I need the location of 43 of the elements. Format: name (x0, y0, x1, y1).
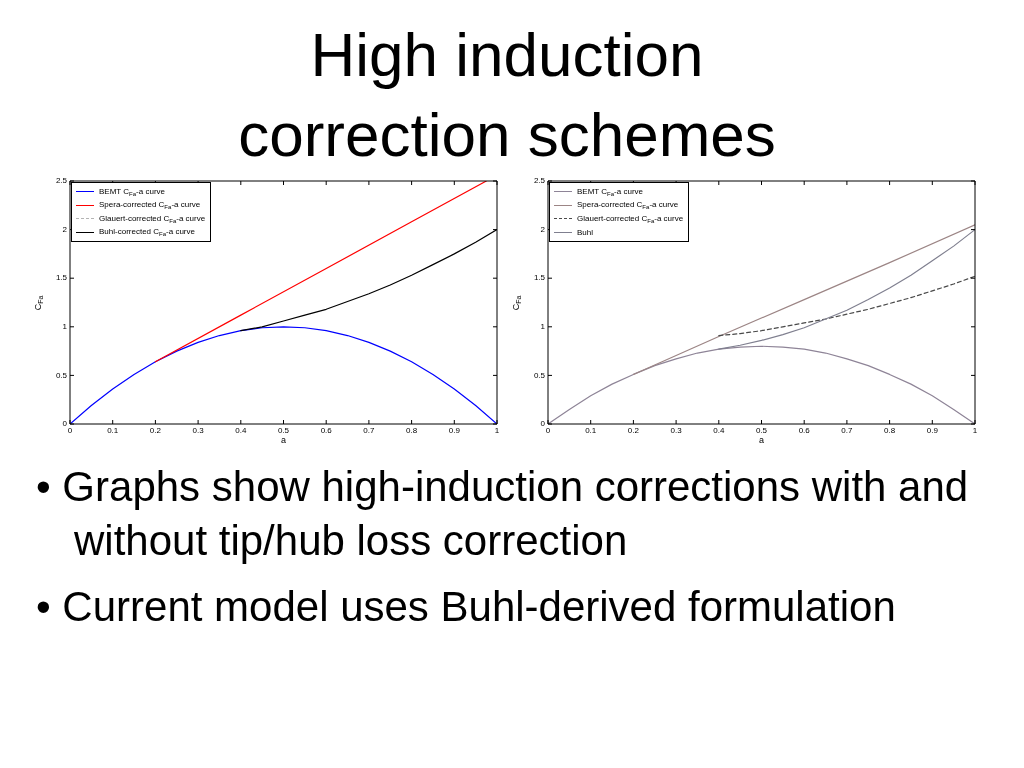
legend-label: Glauert-corrected C$_{Fa}$-a curve (99, 213, 206, 224)
x-tick-label: 0.1 (107, 426, 119, 435)
y-tick-label: 1.5 (55, 273, 68, 283)
y-tick-label: 2 (62, 224, 68, 234)
y-tick-label: 2.5 (533, 176, 546, 186)
legend-label: BEMT C$_{Fa}$-a curve (577, 186, 643, 197)
x-tick-label: 0.9 (448, 426, 461, 435)
x-axis-title: a (758, 435, 765, 446)
legend-label: Buhl (577, 227, 594, 237)
x-tick-label: 0.8 (884, 426, 896, 435)
x-tick-label: 0.5 (277, 426, 290, 435)
x-tick-label: 0.9 (926, 426, 939, 435)
legend-label: Spera-corrected C$_{Fa}$-a curve (99, 200, 201, 211)
y-tick-label: 1.5 (533, 273, 546, 283)
x-tick-label: 0.3 (670, 426, 683, 435)
x-axis-title: a (280, 435, 287, 446)
y-tick-label: 2 (540, 224, 546, 234)
y-tick-label: 0.5 (533, 370, 546, 380)
y-tick-label: 1 (62, 322, 68, 331)
chart-title: High induction correction schemes (237, 19, 777, 171)
x-tick-label: 1 (494, 426, 500, 435)
x-tick-label: 0.2 (627, 426, 640, 435)
y-tick-label: 2.5 (55, 176, 68, 186)
x-tick-label: 0.6 (798, 426, 811, 435)
text: • Current model uses Buhl-derived formulation (36, 582, 897, 632)
text: • Graphs show high-induction corrections with and without tip/hub loss correction (36, 462, 970, 566)
legend-label: Glauert-corrected C$_{Fa}$-a curve (577, 213, 684, 224)
x-tick-label: 1 (972, 426, 978, 435)
y-tick-label: 0.5 (55, 370, 68, 380)
x-tick-label: 0.5 (755, 426, 768, 435)
x-tick-label: 0.6 (320, 426, 333, 435)
x-tick-label: 0.1 (585, 426, 597, 435)
x-tick-label: 0.7 (363, 426, 376, 435)
legend-label: BEMT C$_{Fa}$-a curve (99, 186, 165, 197)
x-tick-label: 0.7 (841, 426, 854, 435)
x-tick-label: 0.4 (713, 426, 725, 435)
legend-label: Buhl-corrected C$_{Fa}$-a curve (99, 227, 195, 238)
y-tick-label: 1 (540, 322, 546, 331)
legend-label: Spera-corrected C$_{Fa}$-a curve (577, 200, 679, 211)
x-tick-label: 0.4 (235, 426, 247, 435)
x-tick-label: 0.8 (406, 426, 418, 435)
x-tick-label: 0.2 (149, 426, 162, 435)
x-tick-label: 0.3 (192, 426, 205, 435)
